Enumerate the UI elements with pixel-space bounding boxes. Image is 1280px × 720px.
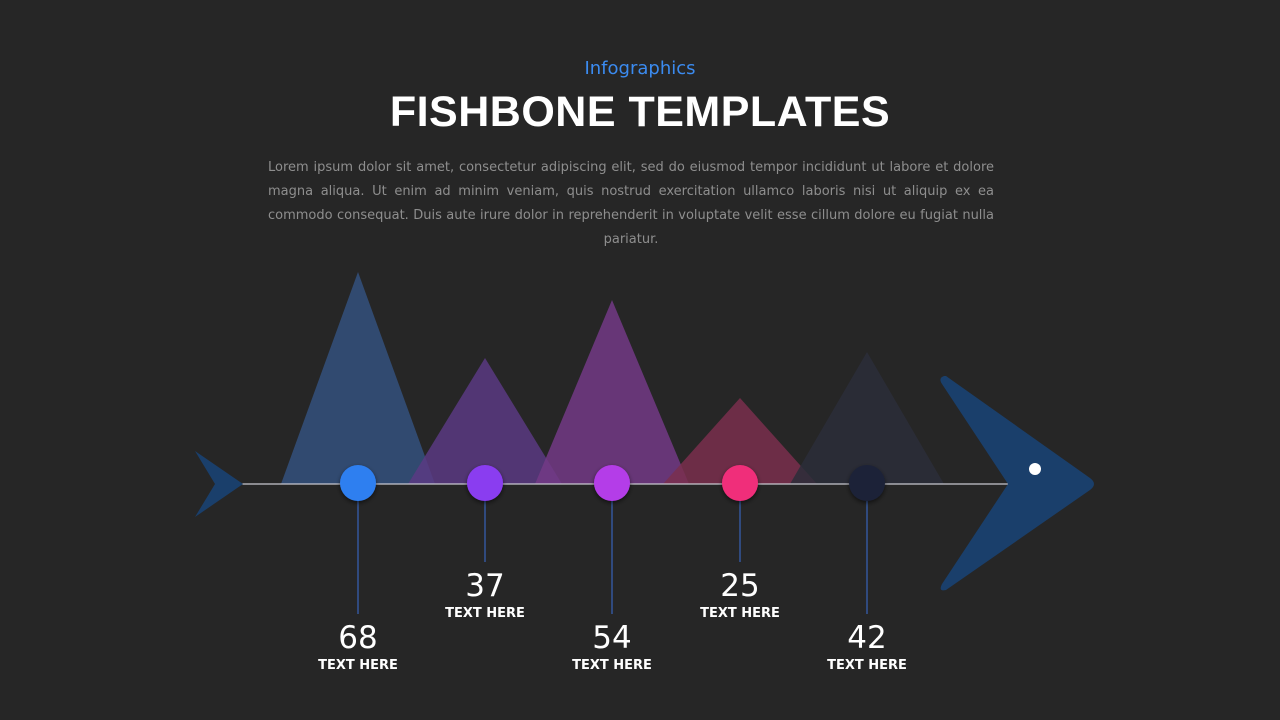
marker-dot-3 [594, 465, 630, 501]
item-label-1: TEXT HERE [318, 658, 398, 673]
fin-5 [790, 352, 944, 484]
page-title: FISHBONE TEMPLATES [389, 88, 891, 136]
item-label-3: TEXT HERE [572, 658, 652, 673]
fish-head [940, 376, 1094, 591]
description-text: Lorem ipsum dolor sit amet, consectetur … [268, 160, 994, 247]
marker-dot-4 [722, 465, 758, 501]
fin-4 [663, 398, 817, 484]
fish-eye [1029, 463, 1041, 475]
item-value-3: 54 [592, 620, 632, 656]
item-label-2: TEXT HERE [445, 606, 525, 621]
item-label-5: TEXT HERE [827, 658, 907, 673]
marker-dot-5 [849, 465, 885, 501]
fin-2 [408, 358, 562, 484]
subtitle: Infographics [584, 58, 696, 79]
item-value-2: 37 [465, 568, 505, 604]
item-label-4: TEXT HERE [700, 606, 780, 621]
item-value-1: 68 [338, 620, 378, 656]
fish-tail [195, 451, 243, 517]
marker-dot-1 [340, 465, 376, 501]
fin-1 [281, 272, 435, 484]
item-value-4: 25 [720, 568, 760, 604]
fin-3 [535, 300, 689, 484]
marker-dot-2 [467, 465, 503, 501]
item-value-5: 42 [847, 620, 887, 656]
